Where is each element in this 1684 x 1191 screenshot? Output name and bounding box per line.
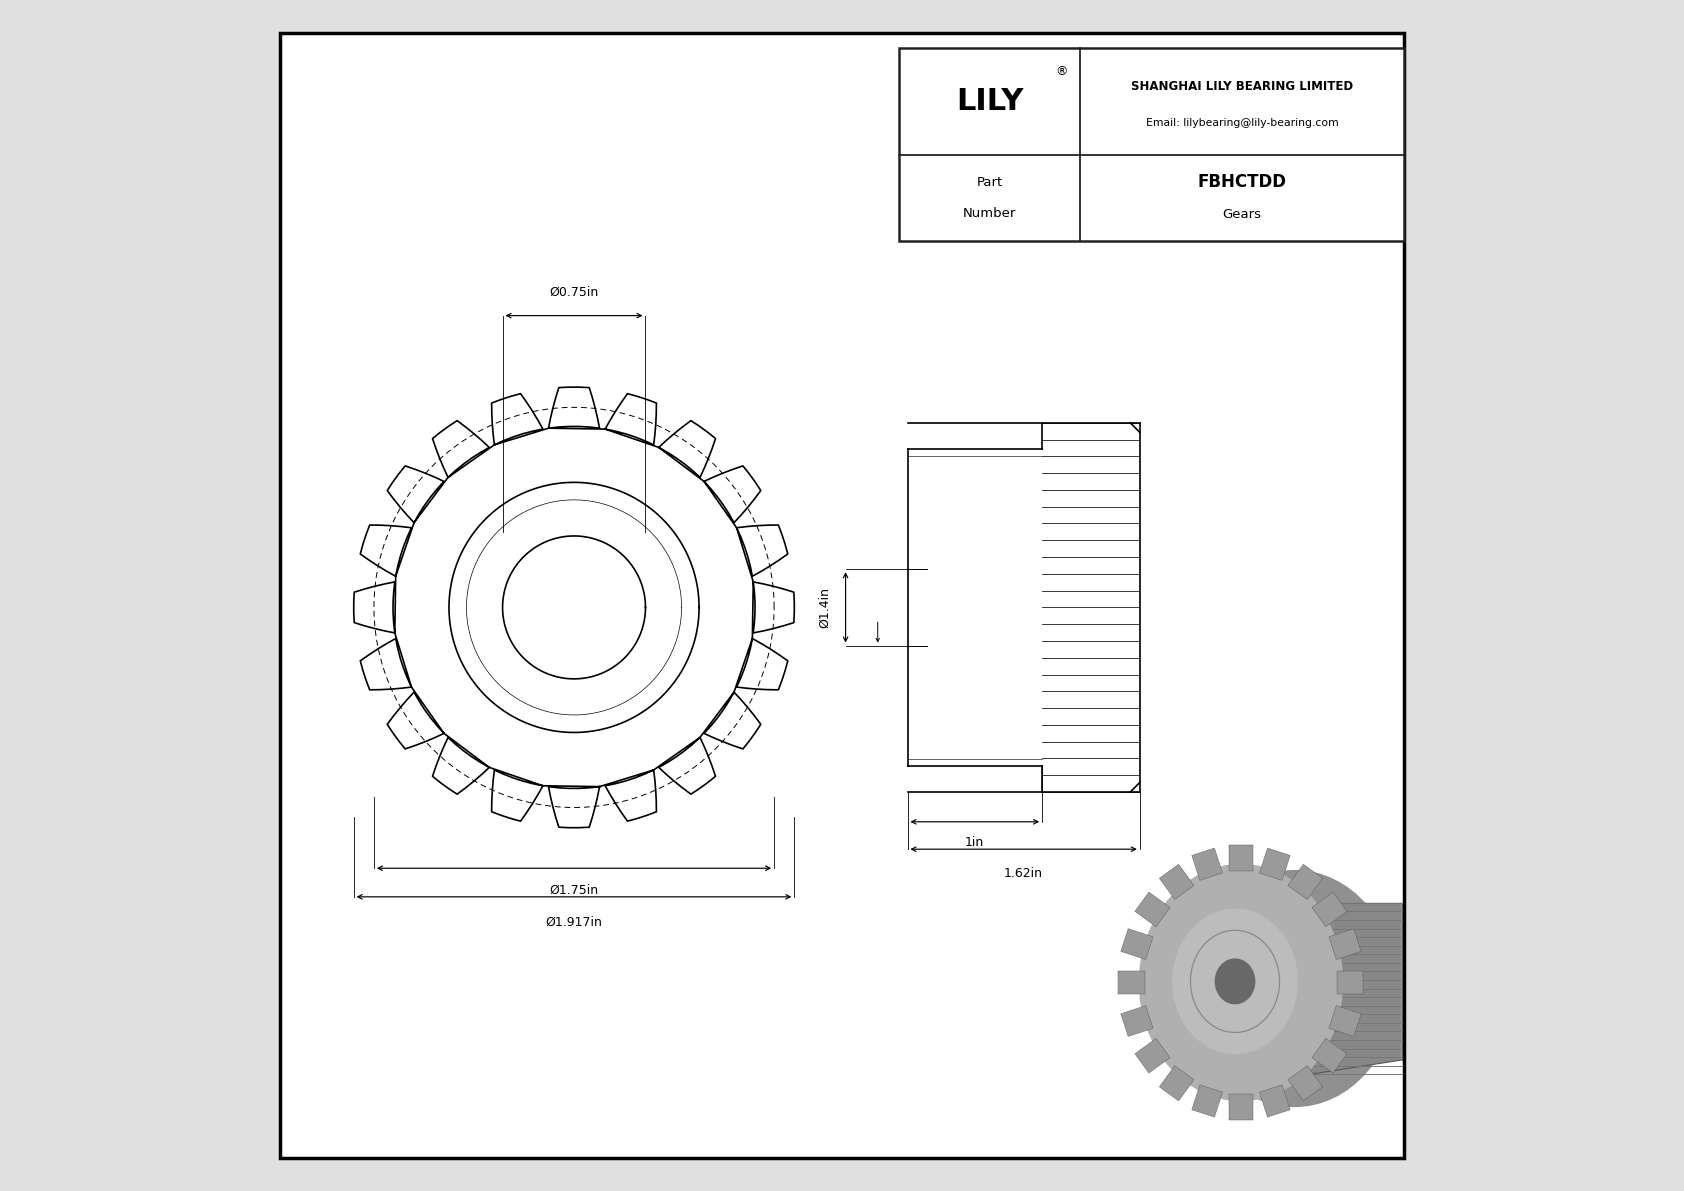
Text: Ø1.75in: Ø1.75in [549,884,598,897]
Polygon shape [1329,929,1361,960]
Ellipse shape [1140,865,1342,1100]
Text: Gears: Gears [1223,208,1261,220]
Polygon shape [1192,848,1223,880]
Polygon shape [1122,1005,1154,1036]
Polygon shape [1310,903,1401,1074]
Polygon shape [1260,1085,1290,1117]
Ellipse shape [1216,959,1255,1004]
Text: Ø1.4in: Ø1.4in [818,587,832,628]
Polygon shape [1229,1093,1253,1120]
Text: ®: ® [1054,66,1068,77]
Polygon shape [1312,892,1347,927]
Ellipse shape [1172,910,1297,1054]
Polygon shape [1135,892,1170,927]
Text: Email: lilybearing@lily-bearing.com: Email: lilybearing@lily-bearing.com [1145,118,1339,127]
Polygon shape [1288,865,1322,899]
Polygon shape [1118,971,1145,994]
Text: LILY: LILY [957,87,1024,116]
Polygon shape [1122,929,1154,960]
Text: Part: Part [977,176,1002,188]
Polygon shape [1135,1039,1170,1073]
Polygon shape [1229,846,1253,872]
Text: 1.62in: 1.62in [1004,867,1042,880]
Polygon shape [1288,1066,1322,1100]
Polygon shape [1312,1039,1347,1073]
Text: Ø1.917in: Ø1.917in [546,916,603,929]
Polygon shape [1159,1066,1194,1100]
Text: 1in: 1in [965,836,985,849]
Text: Ø0.75in: Ø0.75in [549,286,598,299]
Polygon shape [1260,848,1290,880]
Text: SHANGHAI LILY BEARING LIMITED: SHANGHAI LILY BEARING LIMITED [1132,80,1354,93]
Polygon shape [1329,1005,1361,1036]
Ellipse shape [1192,871,1396,1106]
Polygon shape [1337,971,1364,994]
Polygon shape [1159,865,1194,899]
Text: FBHCTDD: FBHCTDD [1197,173,1287,192]
Polygon shape [1192,1085,1223,1117]
Text: Number: Number [963,207,1017,219]
Bar [899,48,1404,241]
